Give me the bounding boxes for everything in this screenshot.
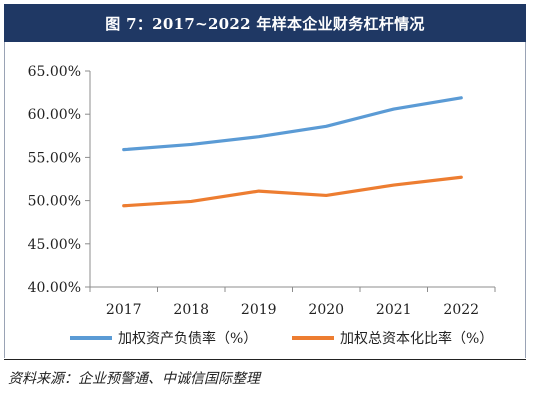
divider	[4, 359, 526, 360]
x-tick-label: 2020	[308, 302, 344, 318]
y-tick-label: 60.00%	[28, 107, 81, 123]
y-tick-label: 55.00%	[28, 150, 81, 166]
data-point	[392, 183, 395, 187]
data-point	[460, 96, 463, 99]
y-tick-label: 40.00%	[28, 280, 81, 296]
data-point	[190, 143, 193, 146]
x-tick-label: 2017	[106, 302, 142, 318]
data-point	[190, 200, 193, 203]
chart-title: 图 7：2017~2022 年样本企业财务杠杆情况	[4, 4, 526, 42]
data-point	[325, 125, 328, 128]
source-note: 资料来源：企业预警通、中诚信国际整理	[8, 371, 260, 387]
data-point	[122, 148, 125, 151]
data-point	[392, 107, 395, 111]
legend-label: 加权总资本化比率（%）	[340, 330, 493, 347]
y-tick-label: 45.00%	[28, 237, 81, 253]
legend-label: 加权资产负债率（%）	[118, 330, 257, 347]
x-tick-label: 2021	[376, 302, 412, 318]
series-line-2	[122, 175, 463, 208]
data-point	[122, 204, 125, 207]
data-point	[460, 176, 463, 179]
data-point	[257, 189, 260, 193]
chart-frame	[4, 42, 526, 358]
x-tick-label: 2022	[443, 302, 479, 318]
y-tick-label: 50.00%	[28, 194, 81, 210]
data-point	[325, 194, 328, 197]
y-tick-label: 65.00%	[28, 64, 81, 80]
series-line-1	[122, 96, 463, 152]
data-point	[257, 135, 260, 138]
x-tick-label: 2018	[173, 302, 209, 318]
x-tick-label: 2019	[241, 302, 277, 318]
